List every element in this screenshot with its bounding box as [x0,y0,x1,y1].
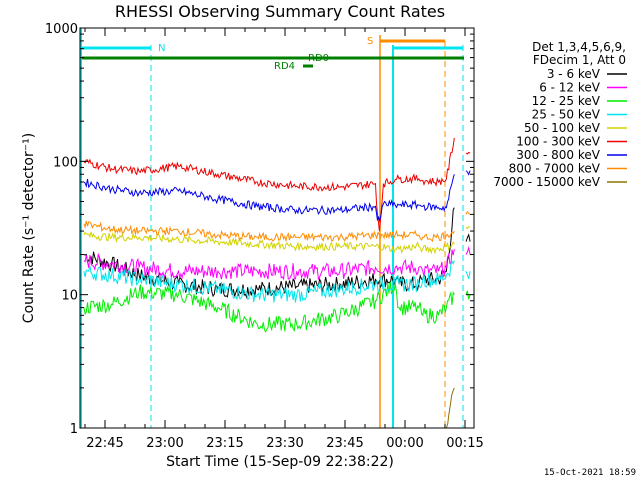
series-line-5-1 [465,151,471,155]
series-line-5-0 [83,137,455,232]
x-tick-label: 23:30 [266,436,303,451]
x-tick-label: 23:00 [146,436,183,451]
x-tick-label: 00:00 [386,436,423,451]
footer-timestamp: 15-Oct-2021 18:59 [544,468,636,478]
series-line-4-1 [465,225,471,230]
x-tick-label: 22:45 [86,436,123,451]
legend-label-6: 300 - 800 keV [516,148,600,162]
series-line-3-1 [465,271,471,280]
rd4-flag-label: RD4 [274,61,295,72]
legend-label-2: 12 - 25 keV [532,94,601,108]
legend-label-3: 25 - 50 keV [532,108,601,122]
series-line-8-0 [445,387,455,429]
x-axis-label: Start Time (15-Sep-09 22:38:22) [166,454,394,470]
x-tick-label: 23:45 [326,436,363,451]
observing-flags: N S RD0 RD4 [80,28,464,428]
series-line-6-1 [465,170,471,176]
legend-label-4: 50 - 100 keV [524,121,601,135]
legend-label-1: 6 - 12 keV [539,81,601,95]
legend-label-8: 7000 - 15000 keV [493,175,600,189]
y-tick-label: 10 [61,289,78,304]
x-tick-label: 23:15 [206,436,243,451]
legend-label-7: 800 - 7000 keV [509,162,601,176]
series-line-0-1 [465,233,471,242]
y-tick-label: 1000 [45,22,78,37]
axis-ticks: 1 10 100 1000 22:45 23:00 23:15 23:30 23:45 00:00… [45,22,484,451]
y-tick-label: 100 [53,155,78,170]
y-axis-label: Count Rate (s⁻¹ detector⁻¹) [21,133,37,323]
series-line-6-0 [83,174,455,223]
series-line-1-0 [83,248,455,281]
series-line-3-0 [83,260,455,303]
series-layer [83,137,471,429]
night-flag-label: N [158,43,165,54]
series-line-7-1 [465,210,471,215]
legend-label-0: 3 - 6 keV [547,67,601,81]
y-tick-label: 1 [70,422,78,437]
plot-frame [79,27,475,429]
legend-header-line-1: Det 1,3,4,5,6,9, [532,40,626,54]
x-tick-label: 00:15 [446,436,483,451]
series-line-4-0 [83,231,455,255]
legend-label-5: 100 - 300 keV [516,135,600,149]
series-line-7-0 [83,220,455,243]
series-line-2-0 [83,281,455,333]
series-line-1-1 [465,245,471,255]
legend-header-line-2: FDecim 1, Att 0 [533,53,626,67]
rd0-flag-label: RD0 [308,53,329,64]
saa-flag-label: S [367,36,373,47]
chart-title: RHESSI Observing Summary Count Rates [115,2,445,21]
